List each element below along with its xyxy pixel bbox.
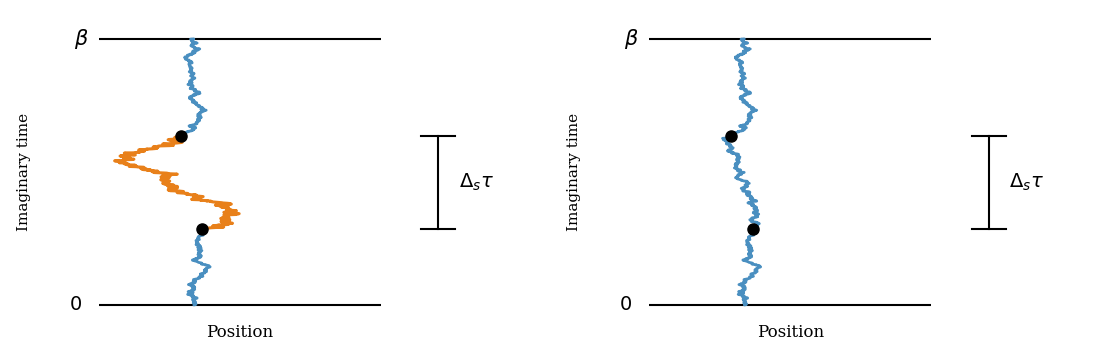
Text: $\Delta_s\tau$: $\Delta_s\tau$ bbox=[459, 172, 494, 193]
Text: Position: Position bbox=[206, 324, 274, 341]
Text: Imaginary time: Imaginary time bbox=[567, 113, 582, 231]
Text: Position: Position bbox=[757, 324, 823, 341]
Text: $0$: $0$ bbox=[619, 296, 633, 314]
Text: $\beta$: $\beta$ bbox=[624, 27, 639, 51]
Text: $0$: $0$ bbox=[69, 296, 82, 314]
Text: $\Delta_s\tau$: $\Delta_s\tau$ bbox=[1009, 172, 1045, 193]
Text: Imaginary time: Imaginary time bbox=[17, 113, 31, 231]
Text: $\beta$: $\beta$ bbox=[74, 27, 89, 51]
